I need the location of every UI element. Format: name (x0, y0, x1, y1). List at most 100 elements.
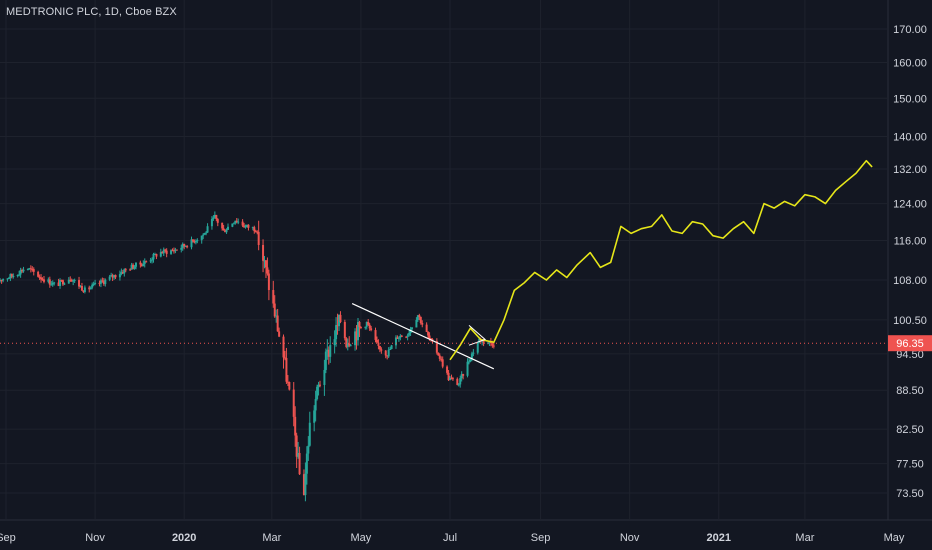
candle-body (22, 269, 25, 272)
candle-body (184, 246, 187, 248)
candle-body (227, 226, 229, 230)
candle-body (482, 339, 485, 343)
candle-body (222, 228, 225, 231)
candle-body (10, 274, 13, 277)
candle-body (317, 384, 320, 387)
candle-body (145, 261, 148, 263)
x-tick-label: May (351, 532, 372, 544)
candle-body (162, 249, 165, 254)
candle-body (396, 337, 399, 339)
y-tick-label: 116.00 (894, 235, 927, 247)
candle-body (241, 221, 244, 226)
candle-body (98, 282, 101, 284)
candle-body (92, 283, 95, 285)
candle-body (319, 384, 322, 386)
candle-body (387, 349, 390, 357)
candle-body (38, 276, 41, 278)
candle-body (234, 220, 237, 224)
candle-body (283, 357, 286, 359)
trendline (351, 303, 495, 370)
candle-body (31, 269, 34, 271)
x-tick-label: 2020 (172, 532, 196, 544)
candle-body (133, 266, 136, 269)
candle-body (358, 322, 361, 327)
candle-body (476, 342, 479, 353)
candle-body (441, 359, 444, 367)
candle-body (155, 253, 158, 257)
candle-body (170, 250, 173, 254)
candle-body (377, 342, 380, 346)
candle-body (139, 262, 142, 265)
candle-body (18, 274, 21, 276)
candle-body (336, 325, 339, 327)
candle-body (104, 279, 107, 284)
candle-body (59, 280, 62, 286)
candle-body (19, 269, 22, 275)
candle-body (408, 332, 411, 336)
candle-body (212, 217, 215, 219)
x-tick-label: Nov (620, 532, 640, 544)
candle-body (394, 337, 397, 346)
candle-body (183, 243, 186, 247)
candle-body (102, 281, 105, 284)
candle-body (427, 331, 430, 336)
y-tick-label: 100.50 (893, 315, 927, 327)
candle-body (99, 280, 102, 284)
candle-body (415, 319, 418, 328)
candle-body (41, 279, 44, 281)
price-axis[interactable]: 170.00 160.00 150.00 140.00 132.00 124.00 116.… (888, 24, 932, 500)
candle-body (425, 324, 428, 332)
candle-body (37, 271, 40, 277)
time-axis[interactable]: Sep Nov 2020 Mar May Jul Sep Nov 2021 Mar May (0, 532, 905, 544)
candle-body (80, 285, 83, 291)
candle-body (28, 268, 31, 270)
y-tick-label: 73.50 (896, 488, 924, 500)
candle-body (286, 381, 289, 383)
candle-body (21, 269, 24, 272)
candle-body (231, 223, 234, 227)
candle-body (159, 252, 162, 257)
candle-body (264, 260, 267, 268)
candle-body (67, 279, 70, 284)
candle-body (206, 226, 209, 233)
candle-body (297, 452, 300, 457)
candle-body (143, 261, 146, 264)
candle-body (193, 241, 196, 243)
candle-body (285, 357, 288, 382)
candle-body (406, 335, 409, 337)
y-tick-label: 77.50 (896, 459, 924, 471)
candle-body (205, 232, 208, 234)
y-tick-label: 132.00 (893, 164, 927, 176)
candle-body (123, 269, 126, 274)
candle-body (378, 345, 381, 350)
candle-body (60, 280, 63, 282)
candle-body (232, 223, 235, 225)
candle-body (467, 361, 470, 363)
candle-body (164, 249, 167, 251)
candle-body (430, 338, 433, 340)
candle-body (335, 325, 338, 340)
y-tick-label: 140.00 (893, 131, 927, 143)
candle-body (83, 287, 86, 293)
x-tick-label: Nov (85, 532, 105, 544)
candle-body (345, 338, 348, 347)
candle-body (470, 353, 473, 360)
candle-body (82, 290, 85, 293)
candle-body (276, 315, 279, 332)
candle-body (91, 284, 94, 288)
candle-body (78, 280, 81, 287)
candle-body (42, 279, 45, 282)
candle-body (428, 335, 431, 339)
candle-body (437, 352, 440, 356)
candle-body (152, 254, 155, 260)
candle-body (165, 250, 168, 254)
candle-body (132, 264, 135, 269)
candle-body (305, 453, 308, 474)
candle-body (216, 219, 219, 223)
candle-body (89, 287, 92, 290)
candle-body (32, 269, 35, 272)
candle-body (50, 284, 53, 286)
candle-body (254, 231, 257, 233)
candle-body (346, 343, 349, 347)
